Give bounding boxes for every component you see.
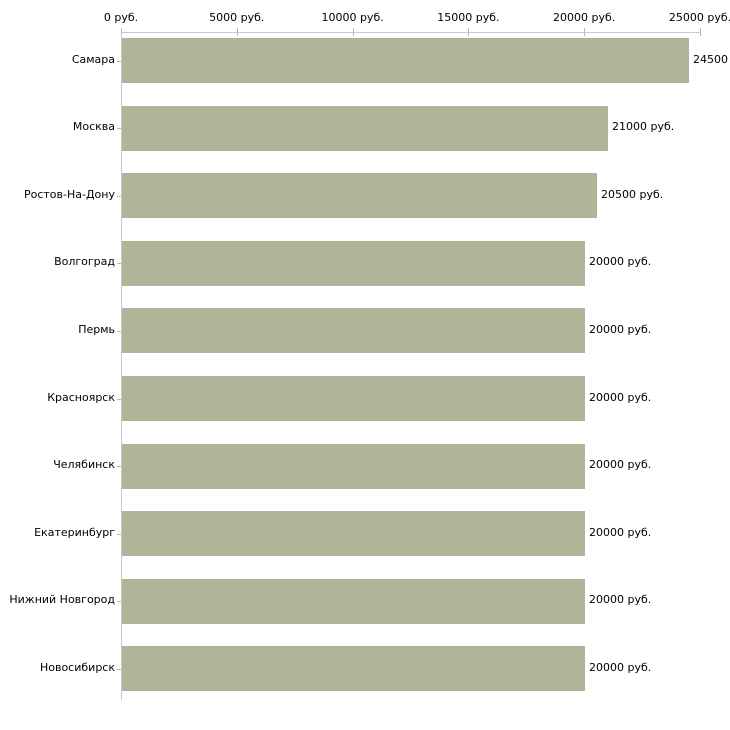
x-axis-tick-label: 0 руб. [103, 11, 139, 24]
category-label: Екатеринбург [34, 525, 115, 539]
category-tick-mark-icon [117, 128, 121, 130]
value-label: 20000 руб. [589, 593, 652, 607]
bar [122, 38, 689, 83]
category-tick-mark-icon [117, 466, 121, 468]
category-label: Волгоград [54, 255, 115, 269]
category-tick-mark-icon [117, 601, 121, 603]
x-axis-tick-label: 20000 руб. [553, 11, 616, 24]
value-label: 24500 [693, 52, 728, 66]
bar [122, 240, 585, 286]
x-axis-tick-mark-icon [468, 28, 470, 36]
value-label: 20000 руб. [589, 390, 652, 404]
category-tick-mark-icon [117, 533, 121, 535]
category-tick-mark-icon [117, 195, 121, 197]
value-label: 20000 руб. [589, 322, 652, 336]
x-axis-tick-label: 15000 руб. [437, 11, 500, 24]
value-label: 21000 руб. [612, 120, 675, 134]
bar [122, 173, 597, 219]
category-tick-mark-icon [117, 398, 121, 400]
bar [122, 308, 585, 354]
value-label: 20000 руб. [589, 660, 652, 674]
category-label: Красноярск [47, 390, 115, 404]
bar [122, 511, 585, 557]
category-label: Самара [71, 52, 115, 66]
x-axis-tick-mark-icon [121, 28, 122, 36]
value-label: 20000 руб. [589, 458, 652, 472]
x-axis-tick-mark-icon [352, 28, 354, 36]
category-tick-mark-icon [117, 60, 121, 62]
x-axis-tick-label: 25000 руб. [668, 11, 730, 24]
y-axis-line [121, 32, 122, 700]
category-label: Челябинск [53, 458, 115, 472]
x-axis-line [121, 32, 701, 33]
bar [122, 578, 585, 624]
category-label: Пермь [78, 322, 115, 336]
bar [122, 443, 585, 489]
value-label: 20500 руб. [601, 187, 664, 201]
category-label: Нижний Новгород [9, 593, 115, 607]
bar [122, 105, 608, 151]
x-axis-tick-label: 5000 руб. [209, 11, 265, 24]
x-axis-tick-mark-icon [584, 28, 586, 36]
x-axis-tick-mark-icon [236, 28, 238, 36]
category-tick-mark-icon [117, 330, 121, 332]
bar [122, 376, 585, 421]
category-tick-mark-icon [117, 263, 121, 265]
value-label: 20000 руб. [589, 255, 652, 269]
bar [122, 646, 585, 692]
category-label: Ростов-На-Дону [23, 187, 115, 201]
category-tick-mark-icon [117, 668, 121, 670]
value-label: 20000 руб. [589, 525, 652, 539]
x-axis-tick-label: 10000 руб. [321, 11, 384, 24]
category-label: Москва [72, 120, 115, 134]
category-label: Новосибирск [39, 660, 115, 674]
x-axis-tick-mark-icon [700, 28, 701, 36]
